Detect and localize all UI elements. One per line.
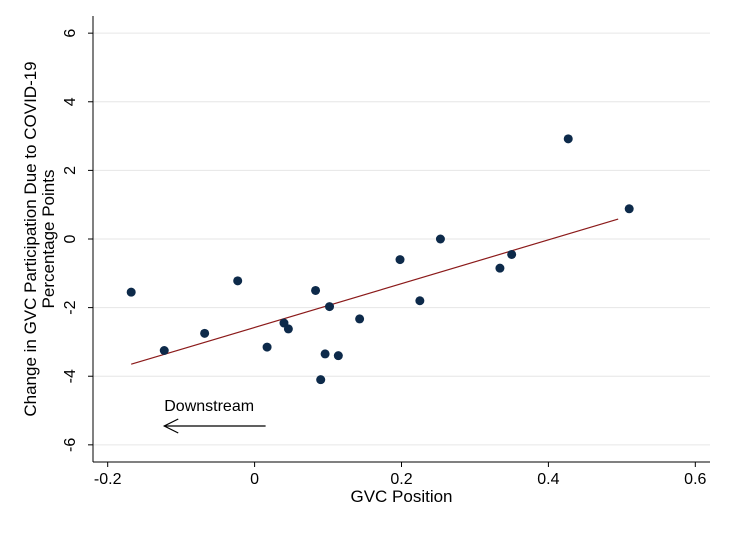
y-tick-label-6: 6 [62, 29, 79, 38]
data-point-4 [262, 342, 272, 352]
x-tick-label-1: 0 [250, 471, 259, 488]
y-tick-label-2: -2 [62, 300, 79, 314]
data-point-19 [624, 204, 634, 214]
scatter-points [126, 134, 634, 385]
y-tick-label-5: 4 [62, 97, 79, 106]
data-point-16 [495, 263, 505, 273]
y-tick-label-4: 2 [62, 166, 79, 175]
data-point-13 [395, 255, 405, 265]
fitted-line [131, 218, 619, 365]
data-point-6 [283, 324, 293, 334]
x-axis-title: GVC Position [350, 487, 452, 506]
y-axis-title-line-1: Change in GVC Participation Due to COVID… [21, 61, 40, 416]
data-point-18 [563, 134, 573, 144]
data-point-10 [325, 302, 335, 312]
fit-line-group [131, 218, 619, 365]
data-point-17 [507, 249, 517, 259]
x-axis-ticks: -0.2 0 0.2 0.4 0.6 [94, 462, 707, 488]
data-point-15 [435, 234, 445, 244]
data-point-1 [159, 346, 169, 355]
data-point-8 [316, 375, 326, 385]
x-tick-label-3: 0.4 [537, 471, 559, 488]
data-point-9 [320, 349, 330, 359]
data-point-0 [126, 287, 136, 297]
data-point-2 [200, 328, 210, 338]
x-tick-label-2: 0.2 [390, 471, 412, 488]
y-axis-title-line-2: Percentage Points [39, 170, 58, 309]
data-point-3 [233, 276, 243, 286]
y-axis-title: Change in GVC Participation Due to COVID… [21, 61, 58, 416]
data-point-7 [311, 285, 321, 295]
y-tick-label-1: -4 [62, 369, 79, 383]
y-axis-ticks: -6 -4 -2 0 2 4 6 [62, 29, 93, 452]
downstream-label: Downstream [164, 398, 254, 415]
downstream-arrowhead [162, 418, 179, 434]
x-tick-label-4: 0.6 [684, 471, 706, 488]
data-point-11 [333, 351, 343, 361]
data-point-12 [355, 314, 365, 324]
grid-lines [93, 32, 710, 446]
data-point-14 [415, 296, 425, 306]
y-tick-label-3: 0 [62, 234, 79, 243]
annotation-group: Downstream [162, 398, 266, 434]
y-tick-label-0: -6 [62, 438, 79, 452]
x-tick-label-0: -0.2 [94, 471, 122, 488]
